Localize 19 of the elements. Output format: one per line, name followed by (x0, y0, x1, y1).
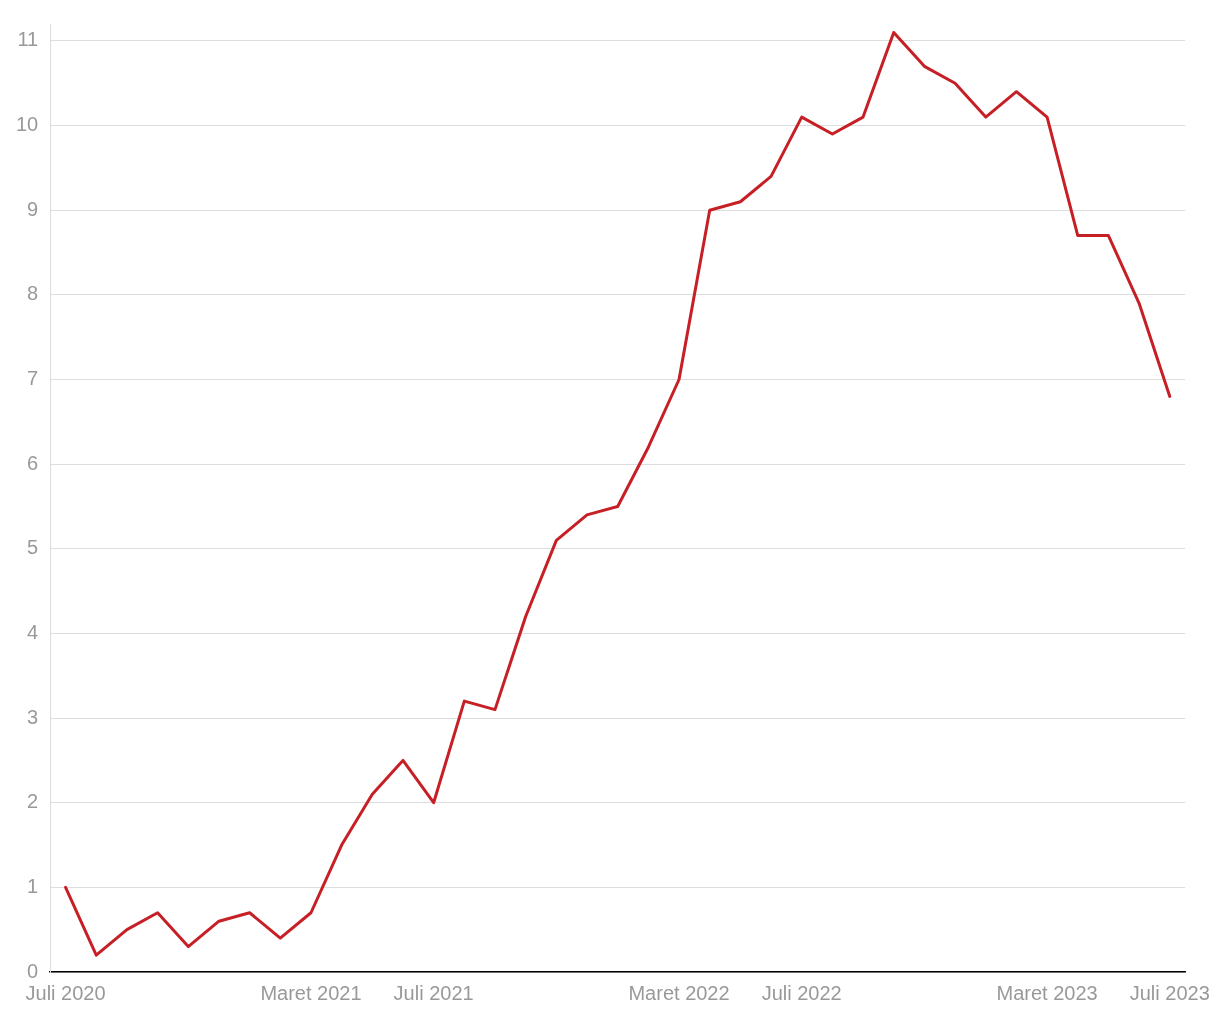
x-tick-label: Juli 2022 (761, 981, 842, 1004)
y-tick-label: 8 (27, 282, 39, 305)
y-tick-label: 9 (27, 197, 39, 220)
y-tick-label: 11 (17, 28, 39, 51)
y-tick-label: 10 (16, 113, 39, 136)
y-tick-label: 2 (27, 790, 39, 813)
x-tick-label: Juli 2021 (393, 981, 474, 1004)
y-tick-label: 6 (27, 451, 39, 474)
x-tick-label: Juli 2023 (1129, 981, 1210, 1004)
y-tick-label: 1 (27, 874, 39, 897)
y-tick-label: 3 (27, 705, 39, 728)
y-tick-label: 4 (27, 620, 39, 643)
y-tick-label: 0 (27, 959, 39, 982)
y-tick-label: 7 (27, 367, 39, 390)
x-tick-label: Juli 2020 (25, 981, 106, 1004)
x-tick-label: Maret 2022 (628, 981, 730, 1004)
y-tick-label: 5 (27, 536, 39, 559)
x-tick-label: Maret 2021 (260, 981, 362, 1004)
x-tick-label: Maret 2023 (996, 981, 1098, 1004)
